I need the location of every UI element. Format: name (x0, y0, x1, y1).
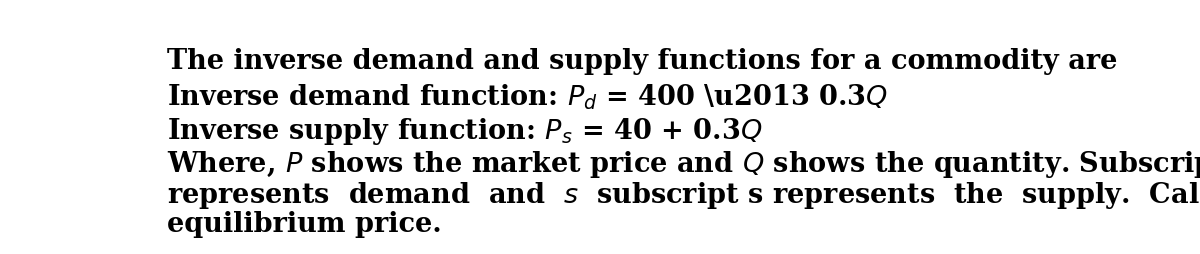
Text: equilibrium price.: equilibrium price. (167, 211, 442, 237)
Text: represents  demand  and  $\mathit{s}$  subscript s represents  the  supply.  Cal: represents demand and $\mathit{s}$ subsc… (167, 179, 1200, 210)
Text: Inverse demand function: $\mathit{P}_{d}$ = 400 \u2013 0.3$\mathit{Q}$: Inverse demand function: $\mathit{P}_{d}… (167, 82, 888, 111)
Text: The inverse demand and supply functions for a commodity are: The inverse demand and supply functions … (167, 48, 1117, 75)
Text: Where, $\mathit{P}$ shows the market price and $\mathit{Q}$ shows the quantity. : Where, $\mathit{P}$ shows the market pri… (167, 149, 1200, 180)
Text: Inverse supply function: $\mathit{P}_{s}$ = 40 + 0.3$\mathit{Q}$: Inverse supply function: $\mathit{P}_{s}… (167, 116, 762, 147)
